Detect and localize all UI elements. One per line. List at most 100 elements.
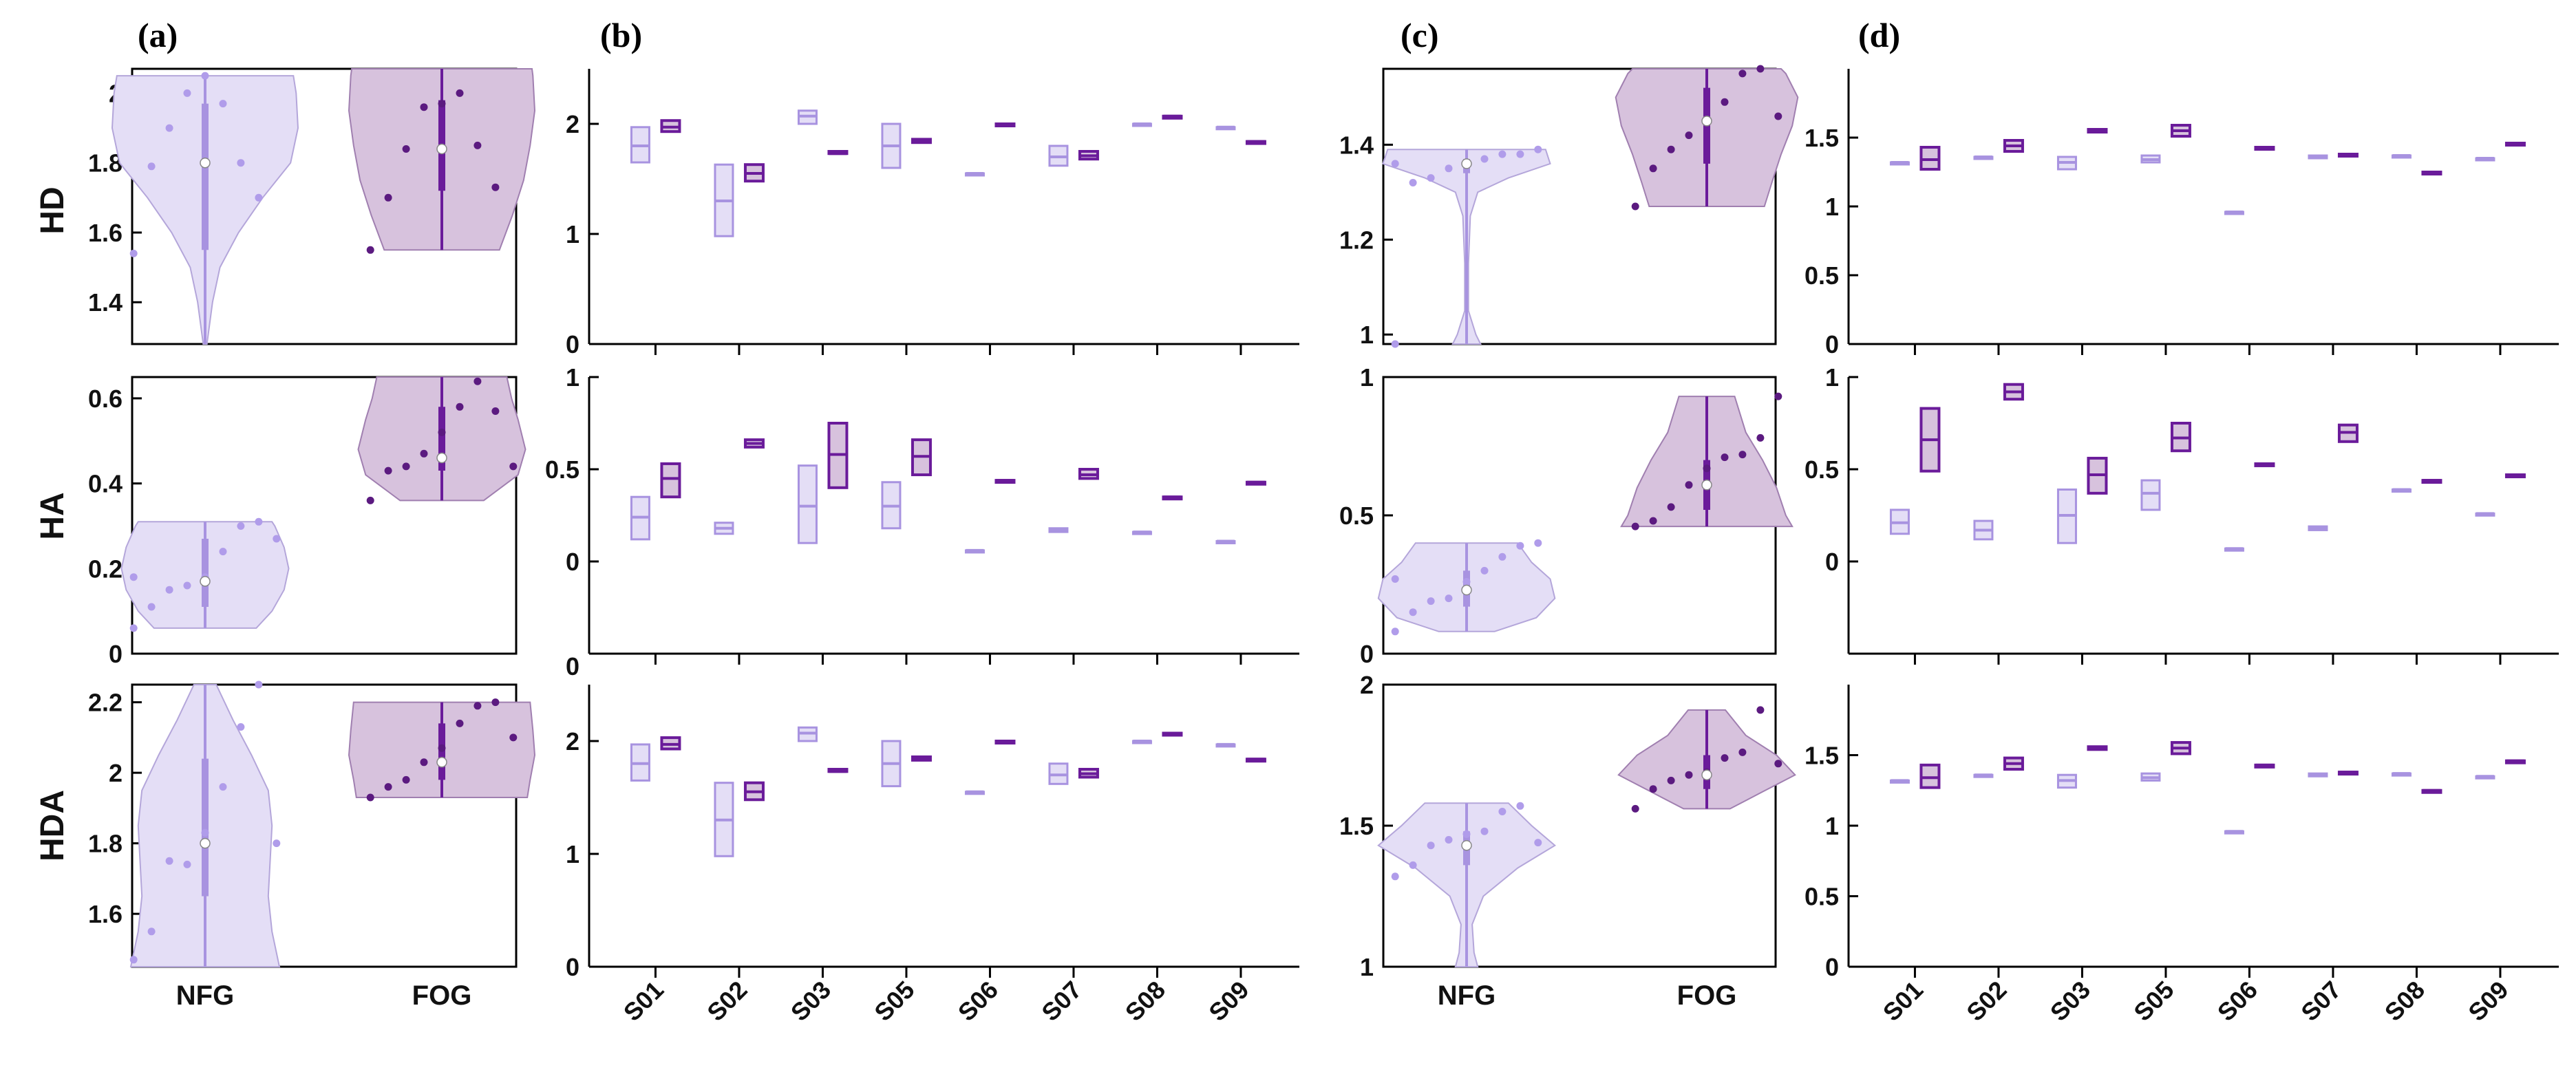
y-tick-label: 0	[1360, 640, 1374, 668]
violin-median	[436, 757, 447, 768]
box-fog	[660, 462, 681, 499]
y-tick-label: 0.5	[1805, 261, 1839, 290]
data-point	[1631, 202, 1639, 211]
y-tick-label: 2	[566, 110, 579, 138]
charts-layer: 1.41.61.8200.20.40.61.61.822.2NFGFOG0120…	[88, 65, 2559, 1027]
y-tick-label: 0	[566, 548, 579, 576]
data-point	[473, 702, 482, 710]
data-point	[1756, 706, 1765, 714]
data-point	[129, 573, 138, 581]
data-point	[1738, 69, 1747, 78]
y-tick-label: 0.5	[1805, 883, 1839, 911]
data-point	[1685, 131, 1693, 140]
data-point	[1445, 594, 1453, 603]
data-point	[1480, 566, 1489, 575]
x-category-label: S07	[2295, 976, 2346, 1027]
y-tick-label: 1.8	[88, 830, 123, 858]
data-point	[1445, 164, 1453, 173]
y-tick-label: 2	[1360, 671, 1374, 699]
data-point	[491, 183, 500, 191]
data-point	[1649, 164, 1657, 173]
data-point	[1427, 597, 1435, 605]
data-point	[402, 462, 410, 471]
data-point	[165, 124, 173, 132]
data-point	[1738, 451, 1747, 459]
data-point	[273, 535, 281, 543]
y-tick-label: 1	[566, 363, 579, 392]
violin-nfg	[111, 72, 299, 345]
violin-median	[436, 452, 447, 464]
y-tick-label: 0.2	[88, 555, 123, 583]
y-tick-label: 0.5	[545, 455, 579, 484]
data-point	[491, 407, 500, 415]
violin-median	[1701, 480, 1712, 491]
data-point	[129, 624, 138, 632]
data-point	[1498, 150, 1507, 158]
data-point	[165, 586, 173, 594]
data-point	[1649, 785, 1657, 793]
data-point	[1631, 522, 1639, 530]
row-label-hda: HDA	[34, 790, 71, 861]
data-point	[1667, 145, 1675, 153]
data-point	[1516, 150, 1524, 158]
data-point	[1391, 340, 1399, 348]
data-point	[183, 860, 191, 868]
data-point	[1721, 98, 1729, 106]
chart-c-ha: 00.51	[1339, 363, 1793, 668]
panel-label-c: (c)	[1401, 16, 1439, 54]
panel-label-a: (a)	[138, 16, 178, 54]
violin-fog	[348, 68, 536, 254]
data-point	[366, 793, 374, 802]
data-point	[509, 462, 518, 471]
data-point	[1649, 517, 1657, 525]
x-category-label: S08	[2379, 976, 2430, 1027]
data-point	[366, 496, 374, 504]
data-point	[384, 467, 392, 475]
violin-median	[436, 143, 447, 155]
data-point	[1774, 112, 1782, 120]
data-point	[1721, 754, 1729, 762]
chart-a-hda: 1.6 1.8 2 2.2 NFG FOG	[88, 680, 536, 1011]
y-tick-label: 2.2	[88, 689, 123, 717]
y-tick-label: 1	[1360, 363, 1374, 392]
y-tick-label: 1.6	[88, 900, 123, 928]
y-tick-label: 1.4	[1339, 131, 1374, 159]
y-tick-label: 1.8	[88, 149, 123, 178]
chart-a-ha: 0 0.2 0.4 0.6	[88, 376, 526, 668]
data-point	[1516, 542, 1524, 550]
data-point	[237, 522, 245, 530]
y-tick-label: 2	[566, 727, 579, 755]
data-point	[473, 141, 482, 149]
data-point	[420, 449, 428, 458]
violin-nfg	[120, 517, 290, 632]
y-tick-label: 1.5	[1339, 812, 1374, 840]
panel-label-d: (d)	[1858, 16, 1900, 54]
data-point	[1667, 503, 1675, 511]
chart-a-hd: 1.41.61.82	[88, 67, 536, 345]
data-point	[219, 100, 227, 108]
data-point	[438, 428, 446, 436]
violin-median	[1461, 584, 1472, 596]
violin-fog	[1615, 65, 1799, 211]
data-point	[402, 145, 410, 153]
data-point	[1445, 836, 1453, 844]
x-category-label: S09	[1203, 976, 1254, 1027]
y-tick-label: 1	[1825, 193, 1839, 221]
data-point	[1498, 553, 1507, 561]
data-point	[273, 839, 281, 848]
y-tick-label: 1	[566, 840, 579, 868]
chart-b-hda: 0 1 2 0 S01 S02 S03 S05 S06 S07 S08 S09	[566, 652, 1299, 1027]
data-point	[1756, 65, 1765, 73]
data-point	[1409, 861, 1417, 869]
data-point	[1631, 804, 1639, 813]
data-point	[456, 89, 464, 97]
data-point	[1427, 841, 1435, 850]
violin-median	[1701, 769, 1712, 780]
x-category-label: S06	[2212, 976, 2263, 1027]
y-tick-label: 1	[1825, 363, 1839, 392]
data-point	[1534, 839, 1542, 847]
y-tick-label: 0.4	[88, 470, 123, 498]
data-point	[1756, 433, 1765, 442]
violin-nfg	[1377, 802, 1557, 967]
data-point	[1534, 145, 1542, 153]
